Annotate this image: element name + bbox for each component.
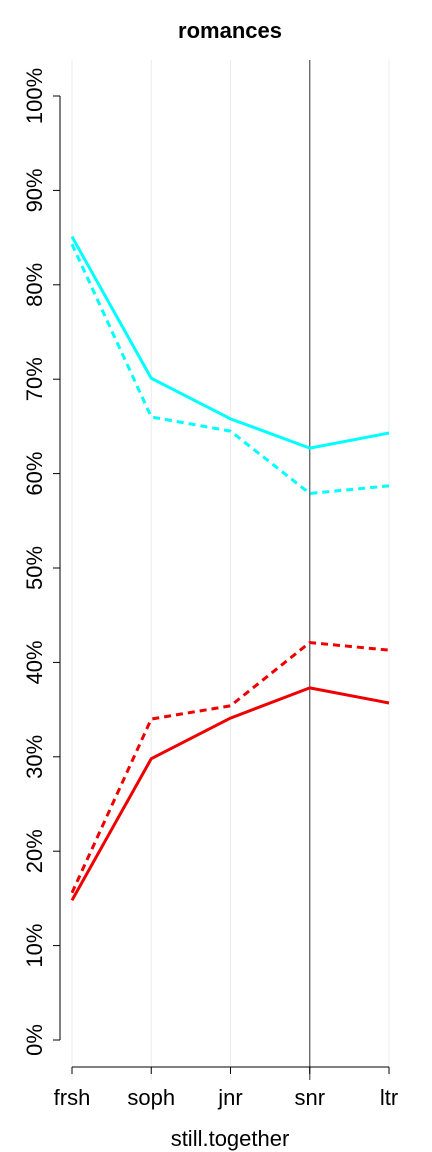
- y-tick-label: 100%: [22, 68, 47, 124]
- y-tick-label: 0%: [22, 1024, 47, 1056]
- y-tick-label: 20%: [22, 829, 47, 873]
- y-tick-label: 10%: [22, 924, 47, 968]
- series-lines: [70, 235, 390, 902]
- series-line-2: [70, 243, 390, 495]
- y-axis: 0% 10% 20% 30% 40% 50% 60% 70% 80% 90% 100%: [22, 68, 61, 1056]
- y-tick-label: 50%: [22, 546, 47, 590]
- y-tick-label: 80%: [22, 263, 47, 307]
- x-tick-label: soph: [127, 1085, 175, 1110]
- y-tick-label: 70%: [22, 357, 47, 401]
- series-line-1: [70, 235, 390, 450]
- x-tick-label: ltr: [380, 1085, 398, 1110]
- y-tick-label: 30%: [22, 735, 47, 779]
- y-tick-label: 40%: [22, 640, 47, 684]
- x-tick-label: jnr: [217, 1085, 242, 1110]
- x-tick-label: snr: [294, 1085, 325, 1110]
- series-line-3: [70, 686, 390, 902]
- x-axis: frsh soph jnr snr ltr: [54, 1066, 398, 1110]
- x-tick-label: frsh: [54, 1085, 91, 1110]
- grid-lines: [71, 60, 390, 1080]
- series-line-4: [70, 641, 390, 894]
- chart-title: romances: [178, 18, 282, 43]
- x-axis-label: still.together: [171, 1126, 290, 1151]
- y-tick-label: 60%: [22, 452, 47, 496]
- y-tick-label: 90%: [22, 168, 47, 212]
